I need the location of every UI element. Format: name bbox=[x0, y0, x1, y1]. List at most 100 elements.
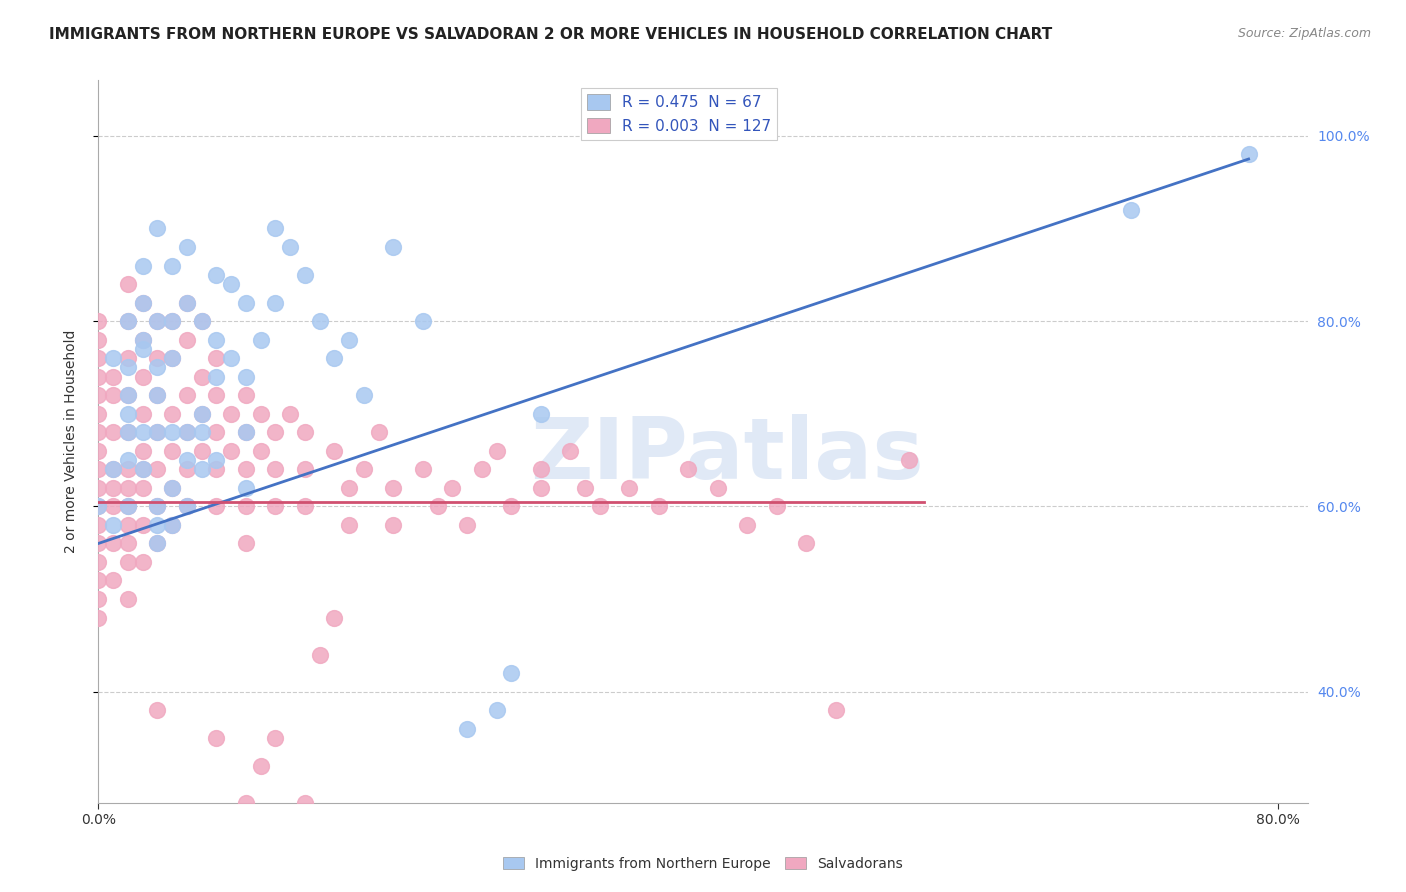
Point bbox=[146, 314, 169, 328]
Point bbox=[308, 314, 330, 328]
Point bbox=[235, 462, 257, 476]
Point bbox=[323, 443, 346, 458]
Point bbox=[308, 648, 330, 662]
Point bbox=[205, 500, 228, 514]
Point bbox=[87, 462, 110, 476]
Point bbox=[190, 314, 212, 328]
Point bbox=[176, 462, 198, 476]
Point bbox=[87, 407, 110, 421]
Point bbox=[264, 500, 287, 514]
Point bbox=[794, 536, 817, 550]
Point bbox=[323, 351, 346, 366]
Point bbox=[264, 425, 287, 440]
Point bbox=[294, 462, 316, 476]
Point bbox=[160, 351, 183, 366]
Point bbox=[87, 388, 110, 402]
Point bbox=[117, 388, 139, 402]
Point bbox=[235, 796, 257, 810]
Point bbox=[117, 555, 139, 569]
Point bbox=[131, 369, 153, 384]
Point bbox=[146, 536, 169, 550]
Point bbox=[117, 425, 139, 440]
Point bbox=[117, 453, 139, 467]
Point bbox=[264, 295, 287, 310]
Point bbox=[117, 425, 139, 440]
Point bbox=[530, 462, 553, 476]
Text: IMMIGRANTS FROM NORTHERN EUROPE VS SALVADORAN 2 OR MORE VEHICLES IN HOUSEHOLD CO: IMMIGRANTS FROM NORTHERN EUROPE VS SALVA… bbox=[49, 27, 1053, 42]
Point bbox=[235, 425, 257, 440]
Point bbox=[160, 481, 183, 495]
Point bbox=[146, 388, 169, 402]
Point bbox=[176, 295, 198, 310]
Point bbox=[117, 351, 139, 366]
Point bbox=[101, 574, 124, 588]
Point bbox=[249, 443, 271, 458]
Point bbox=[146, 500, 169, 514]
Point bbox=[131, 295, 153, 310]
Point bbox=[337, 481, 360, 495]
Point bbox=[205, 731, 228, 745]
Point bbox=[264, 731, 287, 745]
Point bbox=[117, 388, 139, 402]
Point bbox=[176, 500, 198, 514]
Point bbox=[160, 407, 183, 421]
Point bbox=[160, 259, 183, 273]
Point bbox=[87, 517, 110, 532]
Point bbox=[146, 425, 169, 440]
Point bbox=[264, 221, 287, 235]
Point bbox=[205, 369, 228, 384]
Point bbox=[131, 517, 153, 532]
Point bbox=[117, 407, 139, 421]
Point bbox=[146, 500, 169, 514]
Point bbox=[160, 517, 183, 532]
Point bbox=[382, 517, 405, 532]
Point bbox=[176, 500, 198, 514]
Point bbox=[353, 462, 375, 476]
Point bbox=[87, 555, 110, 569]
Point bbox=[235, 388, 257, 402]
Point bbox=[101, 462, 124, 476]
Point bbox=[131, 462, 153, 476]
Point bbox=[87, 333, 110, 347]
Point bbox=[146, 536, 169, 550]
Point bbox=[87, 369, 110, 384]
Point bbox=[824, 703, 846, 717]
Point bbox=[117, 481, 139, 495]
Point bbox=[530, 407, 553, 421]
Point bbox=[176, 388, 198, 402]
Point bbox=[619, 481, 641, 495]
Point bbox=[530, 481, 553, 495]
Point bbox=[160, 443, 183, 458]
Point bbox=[87, 314, 110, 328]
Point bbox=[131, 259, 153, 273]
Point bbox=[117, 462, 139, 476]
Point bbox=[205, 351, 228, 366]
Point bbox=[87, 500, 110, 514]
Point bbox=[131, 462, 153, 476]
Point bbox=[353, 388, 375, 402]
Point bbox=[87, 574, 110, 588]
Point bbox=[471, 462, 494, 476]
Point bbox=[87, 351, 110, 366]
Point bbox=[235, 536, 257, 550]
Point bbox=[101, 517, 124, 532]
Point bbox=[485, 703, 508, 717]
Text: Source: ZipAtlas.com: Source: ZipAtlas.com bbox=[1237, 27, 1371, 40]
Point bbox=[501, 500, 523, 514]
Point bbox=[235, 295, 257, 310]
Point bbox=[146, 314, 169, 328]
Point bbox=[501, 666, 523, 681]
Point bbox=[765, 500, 787, 514]
Point bbox=[898, 453, 921, 467]
Point bbox=[131, 425, 153, 440]
Point bbox=[146, 351, 169, 366]
Point bbox=[146, 462, 169, 476]
Point bbox=[101, 462, 124, 476]
Point bbox=[101, 500, 124, 514]
Text: ZIPatlas: ZIPatlas bbox=[530, 415, 924, 498]
Point bbox=[131, 333, 153, 347]
Point bbox=[190, 425, 212, 440]
Point bbox=[205, 268, 228, 282]
Point bbox=[412, 462, 434, 476]
Point bbox=[337, 517, 360, 532]
